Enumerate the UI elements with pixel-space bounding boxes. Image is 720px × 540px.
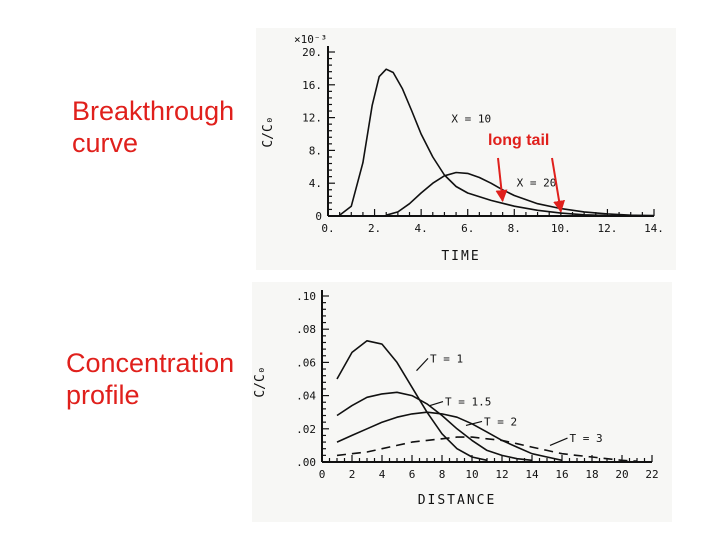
cp-ytick-label: .02	[296, 423, 316, 436]
cp-series-label-leader	[549, 437, 568, 446]
cp-xtick-label: 8	[439, 468, 446, 481]
cp-ytick-label: .08	[296, 323, 316, 336]
cp-y-axis-label: C/C₀	[253, 366, 268, 397]
cp-xtick-label: 12	[495, 468, 508, 481]
bt-series-label-2: X = 20	[517, 176, 557, 189]
cp-xtick-label: 22	[645, 468, 658, 481]
bt-ytick-label: 0	[315, 210, 322, 223]
cp-series-line-3	[336, 411, 563, 462]
cp-ytick-label: .04	[296, 390, 316, 403]
bt-series-label-1: X = 10	[451, 113, 491, 126]
cp-series-line-1	[336, 339, 488, 462]
bt-series-line-1	[339, 68, 608, 217]
cp-series-line-4	[336, 436, 638, 462]
bt-ytick-label: 12.	[302, 112, 322, 125]
cp-xtick-label: 20	[615, 468, 628, 481]
bt-xtick-label: 6.	[461, 222, 474, 235]
cp-series-label-4: T = 3	[570, 432, 603, 445]
cp-ytick-label: .10	[296, 290, 316, 303]
cp-ytick-label: .00	[296, 456, 316, 469]
concentration-profile-chart: .00 .02 .04 .06 .08 .10 0 2 4 6 8 10 12 14 16 18 20 22 DIS…	[252, 282, 672, 522]
breakthrough-chart-svg: 0 4. 8. 12. 16. 20. 0. 2. 4. 6. 8. 10. 12. 14. TIME C/C…	[261, 33, 664, 264]
bt-xtick-label: 2.	[368, 222, 381, 235]
bt-xtick-label: 0.	[321, 222, 334, 235]
cp-xtick-label: 10	[465, 468, 478, 481]
bt-ytick-label: 20.	[302, 46, 322, 59]
bt-series-line-2	[385, 171, 655, 217]
cp-series-label-leader	[465, 420, 483, 427]
concentration-profile-label: Concentration profile	[66, 348, 235, 410]
breakthrough-chart: 0 4. 8. 12. 16. 20. 0. 2. 4. 6. 8. 10. 12. 14. TIME C/C…	[256, 28, 676, 270]
bt-y-scale-note: ×10⁻³	[294, 33, 327, 46]
bt-ytick-label: 16.	[302, 79, 322, 92]
breakthrough-curve-label: Breakthrough curve	[72, 96, 235, 158]
bt-xtick-label: 8.	[508, 222, 521, 235]
bt-xtick-label: 12.	[597, 222, 617, 235]
cp-xtick-label: 18	[585, 468, 598, 481]
cp-series-label-leader	[416, 357, 429, 372]
bt-ytick-label: 8.	[309, 144, 322, 157]
cp-series-label-2: T = 1.5	[445, 396, 491, 409]
cp-ytick-label: .06	[296, 356, 316, 369]
bt-ytick-label: 4.	[309, 177, 322, 190]
cp-xtick-label: 0	[319, 468, 326, 481]
cp-series-label-leader	[429, 400, 444, 407]
cp-series-label-1: T = 1	[430, 352, 463, 365]
bt-y-axis-label: C/C₀	[261, 116, 276, 147]
cp-series-label-3: T = 2	[484, 415, 517, 428]
cp-x-axis-label: DISTANCE	[418, 493, 497, 508]
bt-xtick-label: 10.	[551, 222, 571, 235]
bt-xtick-label: 4.	[415, 222, 428, 235]
cp-xtick-label: 2	[349, 468, 356, 481]
cp-xtick-label: 4	[379, 468, 386, 481]
long-tail-annotation: long tail	[488, 132, 550, 149]
bt-x-axis-label: TIME	[441, 249, 480, 264]
cp-series-line-2	[336, 391, 533, 462]
bt-xtick-label: 14.	[644, 222, 664, 235]
cp-xtick-label: 14	[525, 468, 539, 481]
cp-xtick-label: 6	[409, 468, 416, 481]
cp-xtick-label: 16	[555, 468, 568, 481]
concentration-profile-chart-svg: .00 .02 .04 .06 .08 .10 0 2 4 6 8 10 12 14 16 18 20 22 DIS…	[253, 290, 659, 508]
